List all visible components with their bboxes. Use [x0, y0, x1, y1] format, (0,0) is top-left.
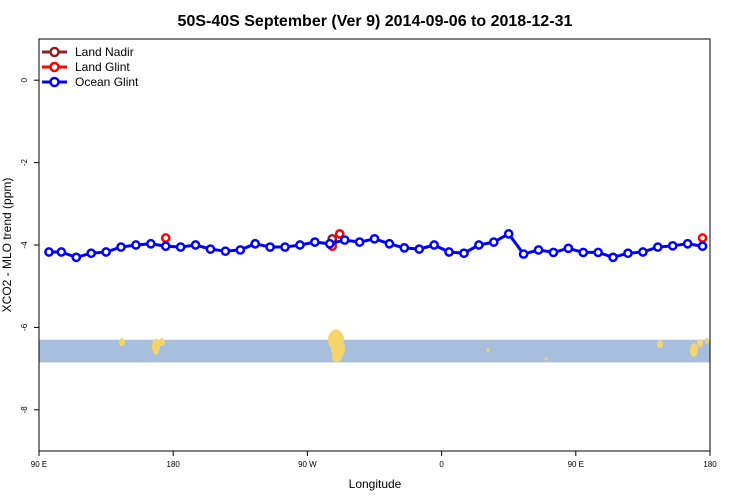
land-area — [690, 342, 698, 357]
legend-label: Land Nadir — [75, 45, 134, 59]
data-point — [220, 246, 231, 257]
x-tick-label: 0 — [439, 460, 444, 469]
data-point — [429, 240, 439, 250]
data-point — [44, 247, 54, 257]
data-point — [399, 243, 410, 253]
data-point — [578, 247, 589, 258]
land-area — [486, 347, 490, 352]
legend-label: Ocean Glint — [75, 75, 139, 89]
data-point — [459, 248, 469, 259]
legend-marker — [49, 46, 60, 58]
data-point — [369, 233, 380, 244]
x-tick-label: 90 E — [31, 460, 47, 469]
data-point — [638, 247, 648, 257]
data-point — [548, 247, 559, 258]
x-axis-label: Longitude — [349, 477, 402, 491]
data-point — [131, 240, 141, 250]
legend-entry: Land Glint — [42, 60, 130, 74]
y-tick-label: -4 — [20, 241, 29, 249]
data-point — [116, 242, 126, 252]
data-point — [503, 229, 514, 239]
data-point — [160, 233, 171, 243]
chart-title: 50S-40S September (Ver 9) 2014-09-06 to … — [178, 13, 573, 30]
y-tick-label: -2 — [20, 158, 29, 166]
y-axis: 0 -2 -4 -6 -8 — [20, 77, 39, 413]
x-tick-label: 180 — [167, 460, 181, 469]
data-point — [324, 238, 335, 249]
x-tick-label: 90 E — [568, 460, 584, 469]
data-point — [593, 247, 604, 258]
data-point — [339, 235, 350, 245]
data-point — [682, 238, 693, 249]
data-point — [563, 243, 574, 254]
data-point — [667, 240, 678, 251]
land-area — [657, 340, 663, 349]
data-point — [488, 237, 499, 247]
land-area — [332, 353, 342, 362]
land-area — [544, 357, 548, 361]
data-point — [444, 247, 454, 257]
data-point — [56, 247, 67, 257]
data-point — [71, 252, 82, 263]
land-area — [697, 339, 703, 348]
data-point — [697, 233, 708, 243]
data-point — [652, 242, 663, 252]
legend-label: Land Glint — [75, 60, 130, 74]
y-tick-label: -8 — [20, 406, 29, 414]
ocean-band — [39, 339, 710, 363]
data-point — [518, 249, 529, 259]
data-point — [101, 247, 111, 257]
legend-entry: Ocean Glint — [42, 75, 139, 89]
land-area — [152, 338, 160, 355]
legend-marker — [49, 76, 60, 88]
data-point — [533, 245, 544, 255]
data-point — [354, 237, 365, 247]
data-point — [160, 241, 171, 252]
data-point — [697, 241, 708, 252]
data-point — [384, 238, 395, 249]
data-point — [145, 238, 156, 249]
legend-marker — [49, 61, 60, 73]
data-point — [175, 242, 186, 252]
data-point — [235, 245, 246, 255]
data-point — [334, 229, 345, 239]
data-point — [414, 244, 425, 254]
y-tick-label: 0 — [20, 77, 29, 82]
legend-entry: Land Nadir — [42, 45, 134, 59]
data-point — [86, 248, 97, 259]
x-tick-label: 180 — [703, 460, 717, 469]
data-point — [190, 240, 201, 250]
series-ocean-glint — [44, 229, 708, 263]
series-layer — [44, 229, 708, 263]
data-point — [295, 240, 305, 250]
data-point — [623, 248, 633, 259]
data-point — [205, 244, 216, 254]
data-point — [608, 252, 618, 263]
land-area — [331, 338, 345, 359]
x-axis: 90 E 180 90 W 0 90 E 180 — [31, 451, 717, 469]
land-area — [119, 338, 125, 347]
y-axis-label: XCO2 - MLO trend (ppm) — [0, 178, 14, 313]
data-point — [474, 240, 484, 250]
map-band — [39, 329, 710, 363]
data-point — [250, 238, 261, 249]
y-tick-label: -6 — [20, 323, 29, 331]
data-point — [280, 242, 290, 252]
data-point — [310, 237, 320, 247]
data-point — [265, 242, 275, 252]
land-area — [159, 338, 165, 347]
land-areas — [119, 329, 709, 362]
x-tick-label: 90 W — [298, 460, 317, 469]
land-area — [705, 337, 709, 344]
